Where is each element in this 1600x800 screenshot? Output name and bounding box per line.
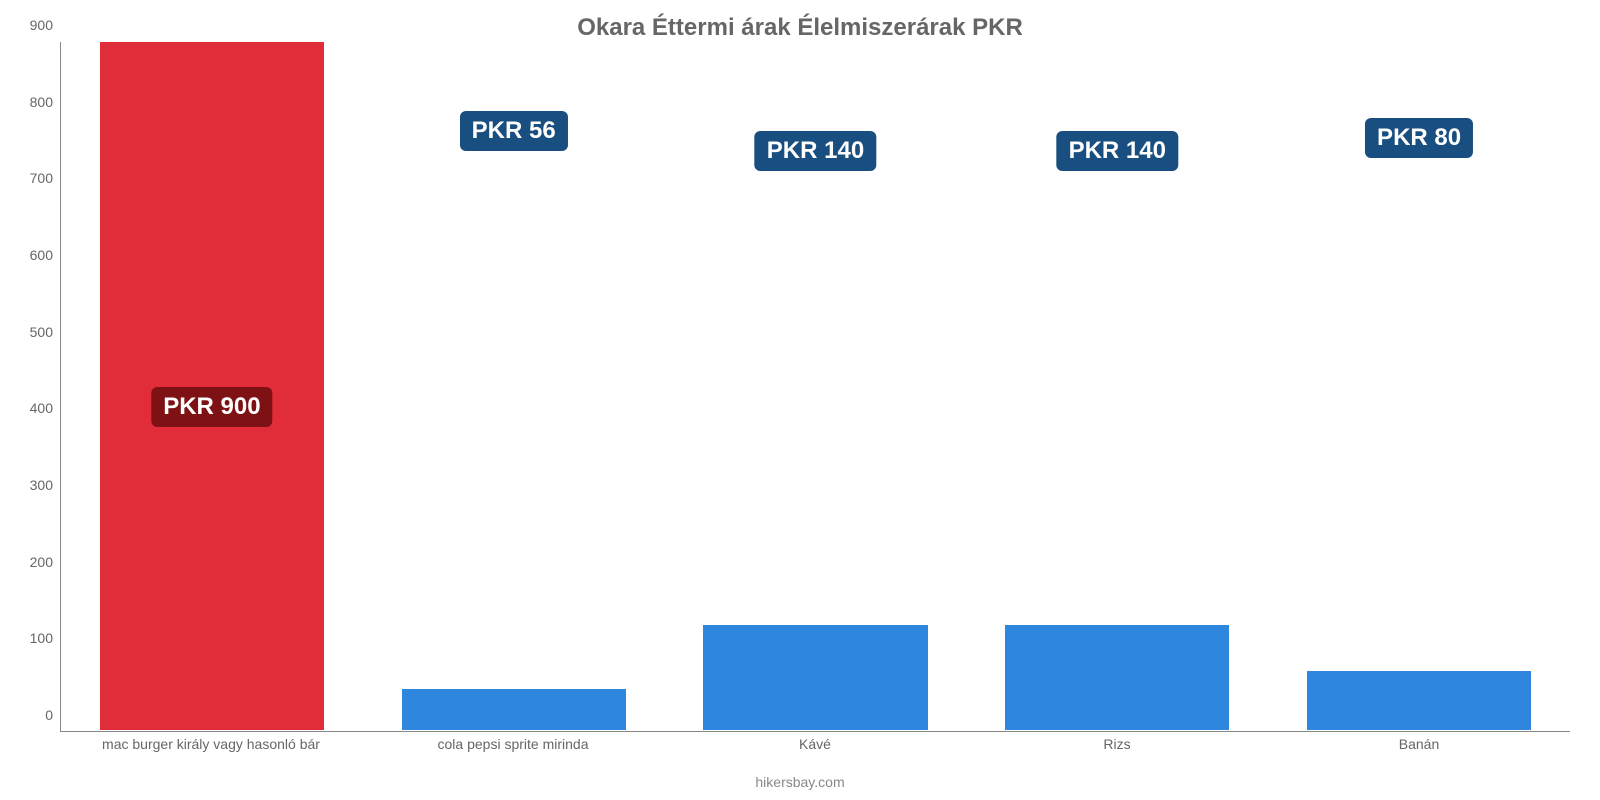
bar xyxy=(1004,624,1230,731)
y-tick-label: 200 xyxy=(30,554,53,570)
y-tick-label: 600 xyxy=(30,247,53,263)
bar-value-label: PKR 140 xyxy=(755,131,876,171)
y-tick-label: 500 xyxy=(30,324,53,340)
bar-value-label: PKR 900 xyxy=(151,387,272,427)
y-tick-label: 800 xyxy=(30,94,53,110)
bar-value-label: PKR 80 xyxy=(1365,118,1473,158)
bar-slot: PKR 140 xyxy=(966,42,1268,731)
x-axis-category-label: cola pepsi sprite mirinda xyxy=(362,736,664,760)
bar xyxy=(401,688,627,731)
x-axis-category-label: mac burger király vagy hasonló bár xyxy=(60,736,362,760)
x-axis-category-label: Rizs xyxy=(966,736,1268,760)
y-tick-label: 700 xyxy=(30,170,53,186)
bar xyxy=(702,624,928,731)
bar-slot: PKR 900 xyxy=(61,42,363,731)
bar-value-label: PKR 56 xyxy=(460,111,568,151)
bar-value-label: PKR 140 xyxy=(1057,131,1178,171)
y-tick-label: 0 xyxy=(45,707,53,723)
y-tick-label: 900 xyxy=(30,17,53,33)
x-axis-category-label: Banán xyxy=(1268,736,1570,760)
plot-area: PKR 900PKR 56PKR 140PKR 140PKR 80 010020… xyxy=(60,42,1570,732)
y-tick-label: 100 xyxy=(30,630,53,646)
x-axis-labels: mac burger király vagy hasonló bárcola p… xyxy=(60,736,1570,760)
chart-source: hikersbay.com xyxy=(0,774,1600,790)
price-bar-chart: Okara Éttermi árak Élelmiszerárak PKR PK… xyxy=(0,0,1600,800)
y-tick-label: 300 xyxy=(30,477,53,493)
bars-container: PKR 900 PKR 56 PKR 140 PKR 140 PKR 80 xyxy=(61,42,1570,731)
bar-slot: PKR 56 xyxy=(363,42,665,731)
bar-slot: PKR 140 xyxy=(665,42,967,731)
y-tick-label: 400 xyxy=(30,400,53,416)
bar-slot: PKR 80 xyxy=(1268,42,1570,731)
bar xyxy=(1306,670,1532,731)
chart-title: Okara Éttermi árak Élelmiszerárak PKR xyxy=(0,14,1600,42)
x-axis-category-label: Kávé xyxy=(664,736,966,760)
